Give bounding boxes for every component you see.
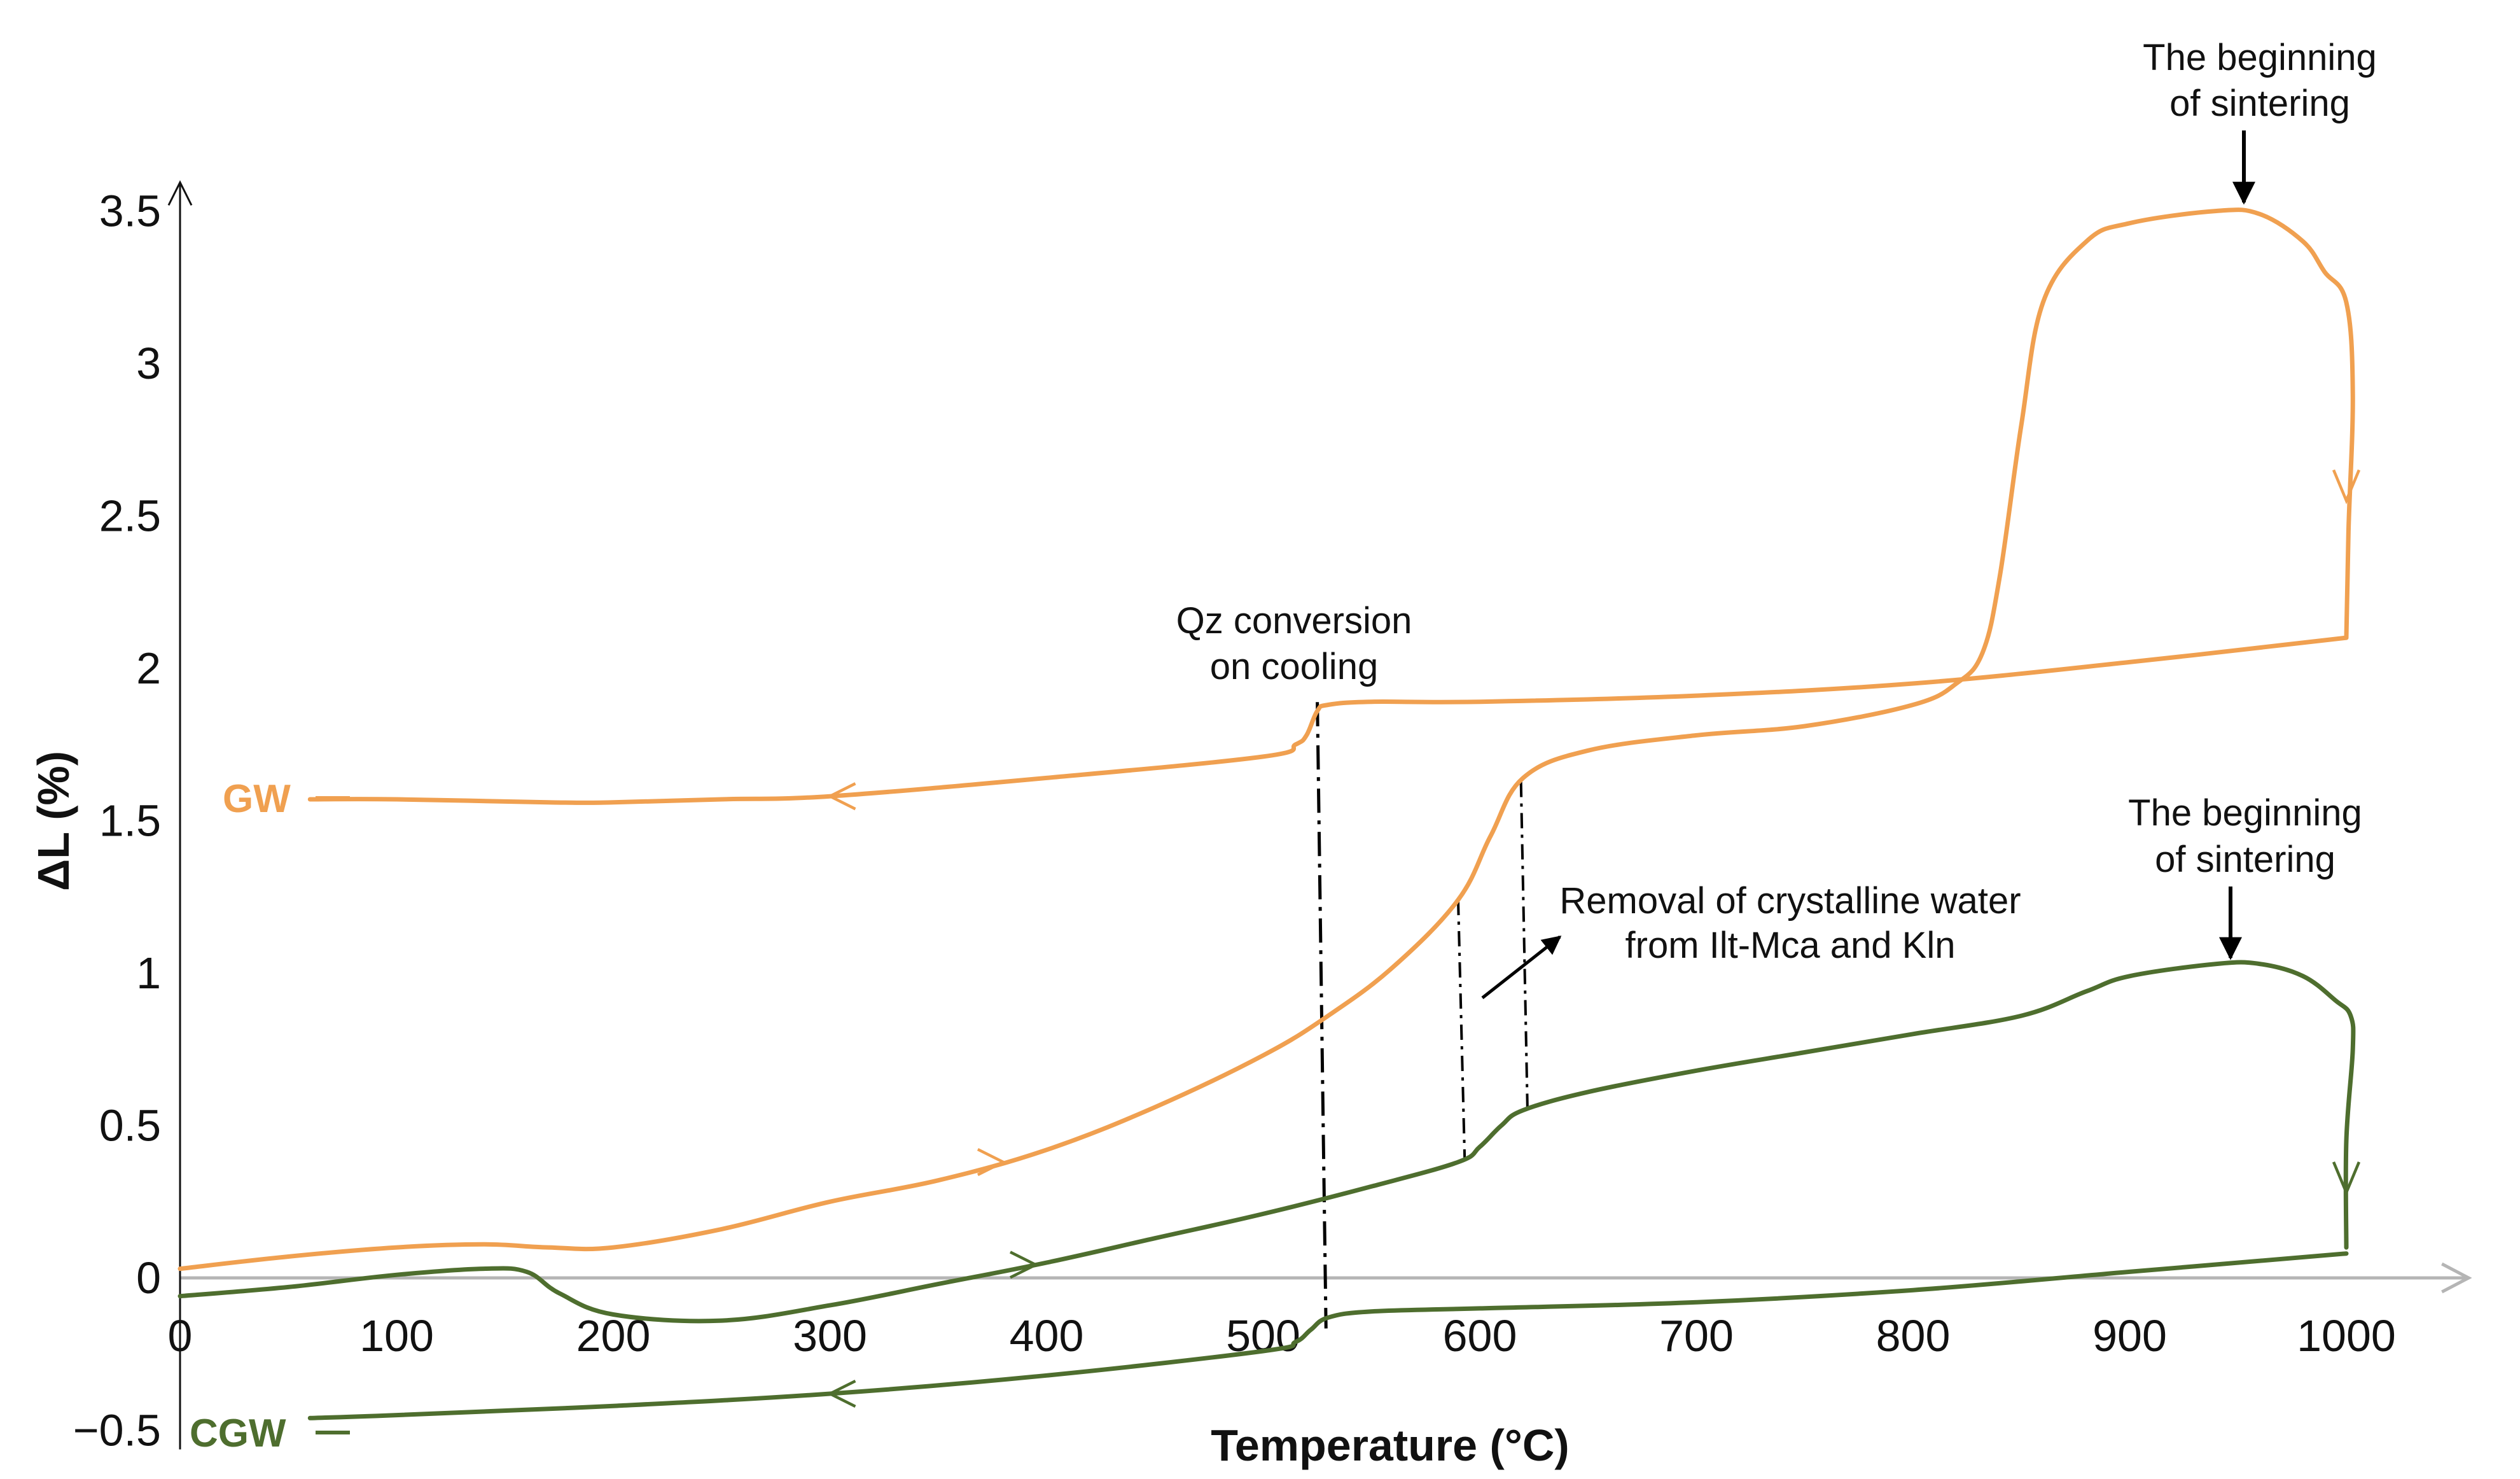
y-tick-label: 1.5 [99, 796, 161, 846]
x-tick-label: 700 [1659, 1311, 1734, 1361]
series-gw-heating-line [178, 207, 2355, 1272]
series-layer [178, 207, 2361, 1420]
x-tick-label: 600 [1443, 1311, 1517, 1361]
x-axis-title: Temperature (°C) [1211, 1420, 1569, 1470]
x-tick-label: 0 [168, 1311, 193, 1361]
y-tick-label: 2.5 [99, 491, 161, 541]
x-tick-label: 900 [2092, 1311, 2167, 1361]
annotation-text: The beginning [2143, 37, 2377, 78]
y-tick-label: 3.5 [99, 186, 161, 236]
guide-crystalline-water-2 [1519, 782, 1529, 1109]
annotation-text: Qz conversion [1176, 600, 1412, 641]
guide-crystalline-water-1 [1456, 899, 1466, 1158]
cooling-direction-arrow-icon [826, 1380, 856, 1408]
annotation-text: The beginning [2128, 792, 2362, 834]
series-cgw-heating-line [178, 960, 2356, 1324]
y-axis-title: ΔL (%) [29, 751, 78, 891]
heating-direction-arrow-icon [977, 1147, 1006, 1176]
annotation-sintering-cgw: The beginning of sintering [2128, 792, 2362, 960]
annotation-text: from Ilt-Mca and Kln [1625, 925, 1956, 966]
series-label-gw: GW [223, 777, 291, 821]
x-tick-label: 800 [1876, 1311, 1951, 1361]
y-tick-label: 0.5 [99, 1101, 161, 1151]
descending-direction-arrow-icon [2332, 469, 2361, 505]
annotation-text: Removal of crystalline water [1559, 880, 2021, 922]
x-tick-label: 100 [359, 1311, 434, 1361]
annotation-arrow [1481, 936, 1562, 999]
series-cgw-cooling-line [307, 1251, 2349, 1420]
annotation-sintering-gw: The beginning of sintering [2143, 37, 2377, 205]
y-tick-label: 2 [136, 643, 161, 693]
x-axis-arrow-icon [2441, 1262, 2472, 1294]
y-tick-labels: −0.5 0 0.5 1 1.5 2 2.5 3 3.5 [73, 186, 161, 1455]
annotation-crystalline-water: Removal of crystalline water from Ilt-Mc… [1481, 880, 2021, 999]
cooling-direction-arrow-icon [826, 782, 856, 811]
heating-direction-arrow-icon [1009, 1251, 1040, 1279]
y-axis-arrow-icon [167, 180, 193, 206]
x-tick-label: 400 [1010, 1311, 1084, 1361]
series-gw [178, 207, 2361, 1272]
x-tick-labels: 0 100 200 300 400 500 600 700 800 900 1000 [168, 1311, 2396, 1361]
y-tick-label: 3 [136, 339, 161, 388]
descending-direction-arrow-icon [2332, 1161, 2361, 1196]
annotation-qz-conversion: Qz conversion on cooling [1176, 600, 1412, 687]
guide-lines [1316, 702, 1529, 1329]
x-tick-label: 1000 [2297, 1311, 2396, 1361]
annotation-text: of sintering [2169, 83, 2350, 124]
y-tick-label: −0.5 [73, 1406, 161, 1455]
series-cgw [178, 960, 2361, 1420]
y-tick-label: 1 [136, 948, 161, 998]
series-gw-cooling-line [307, 635, 2349, 805]
annotation-text: of sintering [2155, 839, 2336, 880]
series-label-cgw: CGW [190, 1412, 286, 1455]
guide-qz-conversion [1316, 702, 1328, 1329]
annotation-text: on cooling [1210, 646, 1378, 687]
x-tick-label: 300 [793, 1311, 867, 1361]
y-tick-label: 0 [136, 1253, 161, 1303]
